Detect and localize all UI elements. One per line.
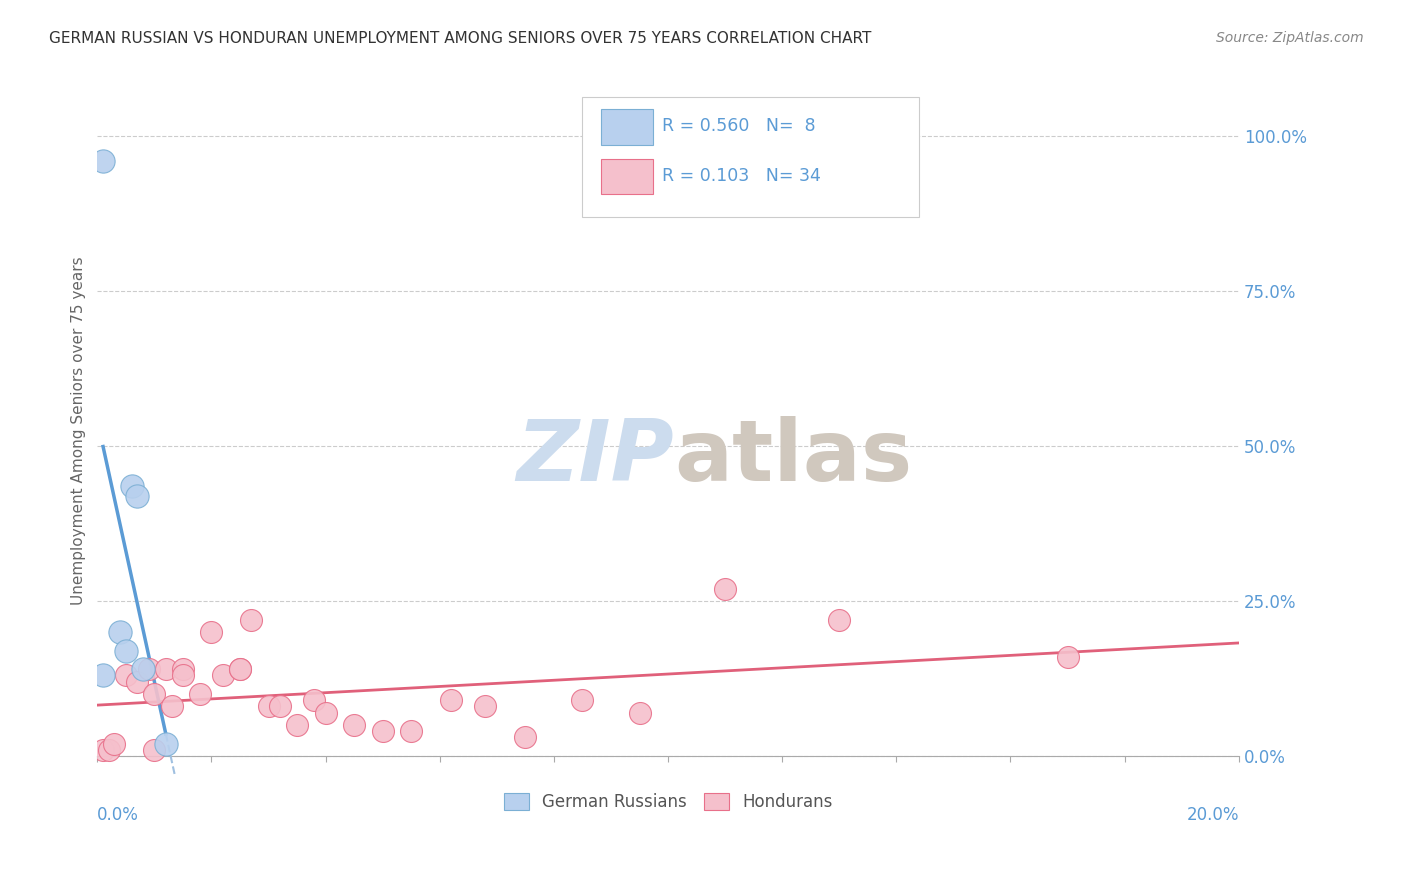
FancyBboxPatch shape	[600, 159, 654, 194]
Point	[91, 743, 114, 757]
Point	[343, 718, 366, 732]
Point	[212, 668, 235, 682]
Point	[160, 699, 183, 714]
Point	[127, 674, 149, 689]
Point	[155, 737, 177, 751]
FancyBboxPatch shape	[600, 109, 654, 145]
Point	[97, 743, 120, 757]
Point	[108, 624, 131, 639]
Point	[828, 613, 851, 627]
Point	[315, 706, 337, 720]
Y-axis label: Unemployment Among Seniors over 75 years: Unemployment Among Seniors over 75 years	[72, 256, 86, 605]
Text: GERMAN RUSSIAN VS HONDURAN UNEMPLOYMENT AMONG SENIORS OVER 75 YEARS CORRELATION : GERMAN RUSSIAN VS HONDURAN UNEMPLOYMENT …	[49, 31, 872, 46]
Point	[571, 693, 593, 707]
Point	[371, 724, 394, 739]
Point	[103, 737, 125, 751]
Text: R = 0.103   N= 34: R = 0.103 N= 34	[662, 167, 821, 185]
Point	[155, 662, 177, 676]
Point	[240, 613, 263, 627]
FancyBboxPatch shape	[582, 96, 920, 217]
Point	[269, 699, 291, 714]
Point	[115, 643, 138, 657]
Point	[1056, 649, 1078, 664]
Point	[127, 489, 149, 503]
Point	[172, 668, 194, 682]
Text: 20.0%: 20.0%	[1187, 805, 1239, 823]
Point	[628, 706, 651, 720]
Point	[714, 582, 737, 596]
Point	[515, 731, 537, 745]
Text: atlas: atlas	[673, 417, 912, 500]
Point	[138, 662, 160, 676]
Text: R = 0.560   N=  8: R = 0.560 N= 8	[662, 117, 815, 136]
Point	[200, 624, 222, 639]
Point	[229, 662, 252, 676]
Text: ZIP: ZIP	[516, 417, 673, 500]
Point	[143, 743, 166, 757]
Legend: German Russians, Hondurans: German Russians, Hondurans	[498, 787, 839, 818]
Point	[474, 699, 496, 714]
Text: 0.0%: 0.0%	[97, 805, 139, 823]
Point	[285, 718, 308, 732]
Point	[91, 668, 114, 682]
Point	[229, 662, 252, 676]
Point	[143, 687, 166, 701]
Point	[257, 699, 280, 714]
Text: Source: ZipAtlas.com: Source: ZipAtlas.com	[1216, 31, 1364, 45]
Point	[132, 662, 155, 676]
Point	[188, 687, 211, 701]
Point	[302, 693, 325, 707]
Point	[172, 662, 194, 676]
Point	[440, 693, 463, 707]
Point	[399, 724, 422, 739]
Point	[121, 479, 143, 493]
Point	[115, 668, 138, 682]
Point	[91, 153, 114, 168]
